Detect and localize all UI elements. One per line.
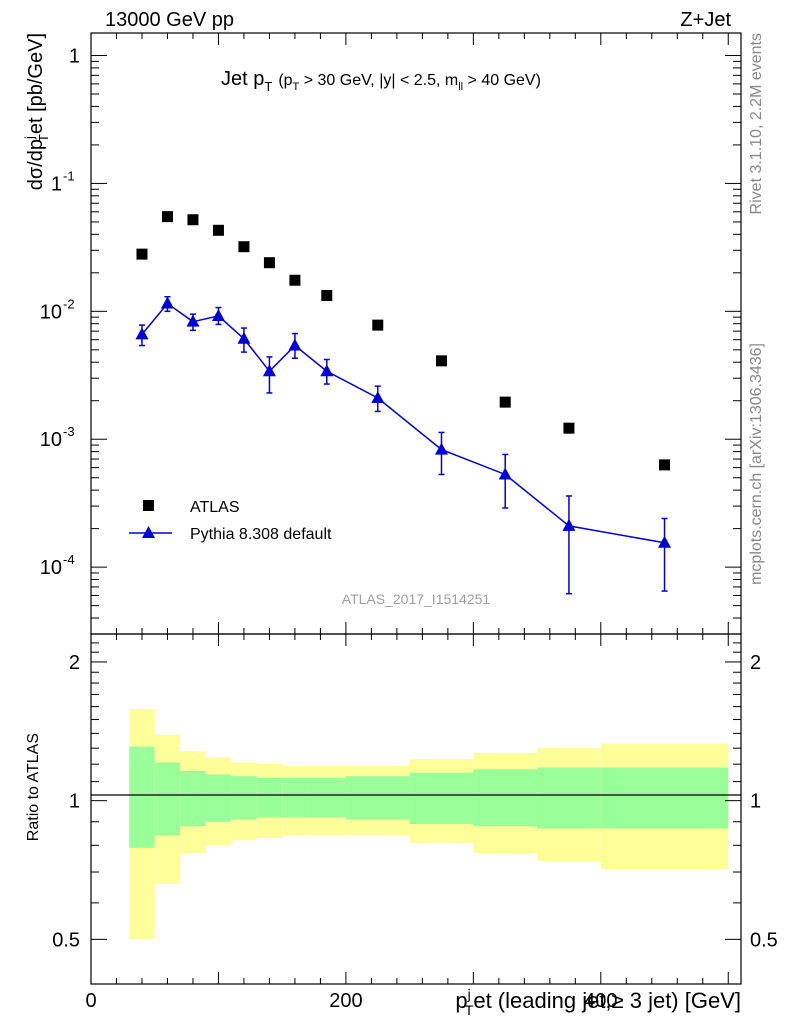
- atlas-point: [263, 257, 275, 269]
- stat-band-bin: [154, 762, 181, 836]
- atlas-point: [435, 355, 447, 367]
- atlas-point: [289, 274, 301, 286]
- stat-band-bin: [180, 770, 206, 827]
- atlas-point: [659, 459, 671, 471]
- y-tick-exponent: -4: [63, 552, 75, 567]
- ratio-plot-frame: [90, 633, 742, 985]
- pythia-point: [160, 296, 174, 309]
- atlas-point: [136, 248, 148, 260]
- ratio-y-tick-label-left: 0.5: [52, 929, 80, 951]
- x-axis-label: pj Tet (leading jet,≥ 3 jet) [GeV]: [455, 986, 741, 1018]
- mcplots-label: mcplots.cern.ch [arXiv:1306.3436]: [748, 343, 765, 585]
- y-tick-exponent: -2: [63, 296, 75, 311]
- y-tick-exponent: -3: [63, 424, 75, 439]
- ratio-y-tick-label-left: 1: [69, 791, 80, 813]
- pythia-point: [658, 535, 672, 548]
- ratio-y-tick-label-left: 2: [69, 652, 80, 674]
- y-tick-label: 10: [40, 557, 62, 579]
- pythia-point: [237, 331, 251, 344]
- atlas-point: [372, 319, 384, 331]
- y-axis-label-ratio: Ratio to ATLAS: [25, 733, 42, 841]
- ratio-y-tick-label-right: 0.5: [750, 929, 778, 951]
- atlas-point: [563, 422, 575, 434]
- y-tick-label: 10: [40, 301, 62, 323]
- pythia-point: [498, 467, 512, 480]
- stat-band-bin: [409, 772, 474, 824]
- pythia-point: [186, 314, 200, 327]
- stat-band-bin: [205, 774, 232, 822]
- rivet-label: Rivet 3.1.10, 2.2M events: [748, 33, 765, 214]
- y-tick-label: 10: [40, 429, 62, 451]
- analysis-watermark: ATLAS_2017_I1514251: [342, 591, 491, 607]
- stat-band-bin: [600, 767, 729, 829]
- atlas-point: [187, 214, 199, 226]
- ratio-y-tick-label-right: 2: [750, 652, 761, 674]
- legend-pythia-marker: [142, 526, 155, 538]
- stat-band-bin: [537, 767, 601, 829]
- y-tick-exponent: -1: [63, 168, 75, 183]
- atlas-point: [161, 211, 173, 223]
- atlas-point: [499, 396, 511, 408]
- y-tick-label: 1: [51, 173, 62, 195]
- legend-atlas-label: ATLAS: [190, 499, 240, 516]
- stat-band-bin: [231, 776, 257, 820]
- pythia-point: [211, 308, 225, 321]
- legend: ATLAS Pythia 8.308 default: [129, 499, 332, 543]
- stat-band-bin: [473, 769, 538, 827]
- pythia-point: [135, 327, 149, 340]
- main-plot-frame: [90, 32, 742, 635]
- atlas-point: [212, 224, 224, 236]
- x-tick-label: 200: [329, 990, 362, 1012]
- ratio-bands: [129, 709, 729, 940]
- pythia-point: [320, 364, 334, 377]
- x-tick-label: 400: [584, 990, 617, 1012]
- stat-band-bin: [129, 746, 155, 848]
- pythia-point: [434, 442, 448, 455]
- legend-atlas-marker: [143, 500, 154, 511]
- ratio-y-tick-label-right: 1: [750, 791, 761, 813]
- pythia-point: [288, 338, 302, 351]
- stat-band-bin: [256, 777, 283, 818]
- pythia-point: [262, 364, 276, 377]
- y-axis-label-main: dσ/dpjTet [pb/GeV]: [22, 33, 51, 190]
- stat-band-bin: [345, 776, 410, 820]
- pythia-point: [562, 518, 576, 531]
- atlas-point: [238, 241, 250, 253]
- stat-band-bin: [307, 777, 346, 818]
- legend-pythia-label: Pythia 8.308 default: [190, 526, 332, 543]
- header-right: Z+Jet: [680, 9, 731, 31]
- stat-band-bin: [282, 777, 308, 818]
- y-tick-label: 1: [69, 46, 80, 68]
- plot-title: Jet pT (pT > 30 GeV, |y| < 2.5, mll > 40 …: [221, 68, 541, 94]
- atlas-point: [321, 289, 333, 301]
- header-left: 13000 GeV pp: [105, 9, 234, 31]
- data-series: [135, 211, 672, 595]
- pythia-point: [371, 391, 385, 404]
- x-tick-label: 0: [85, 990, 96, 1012]
